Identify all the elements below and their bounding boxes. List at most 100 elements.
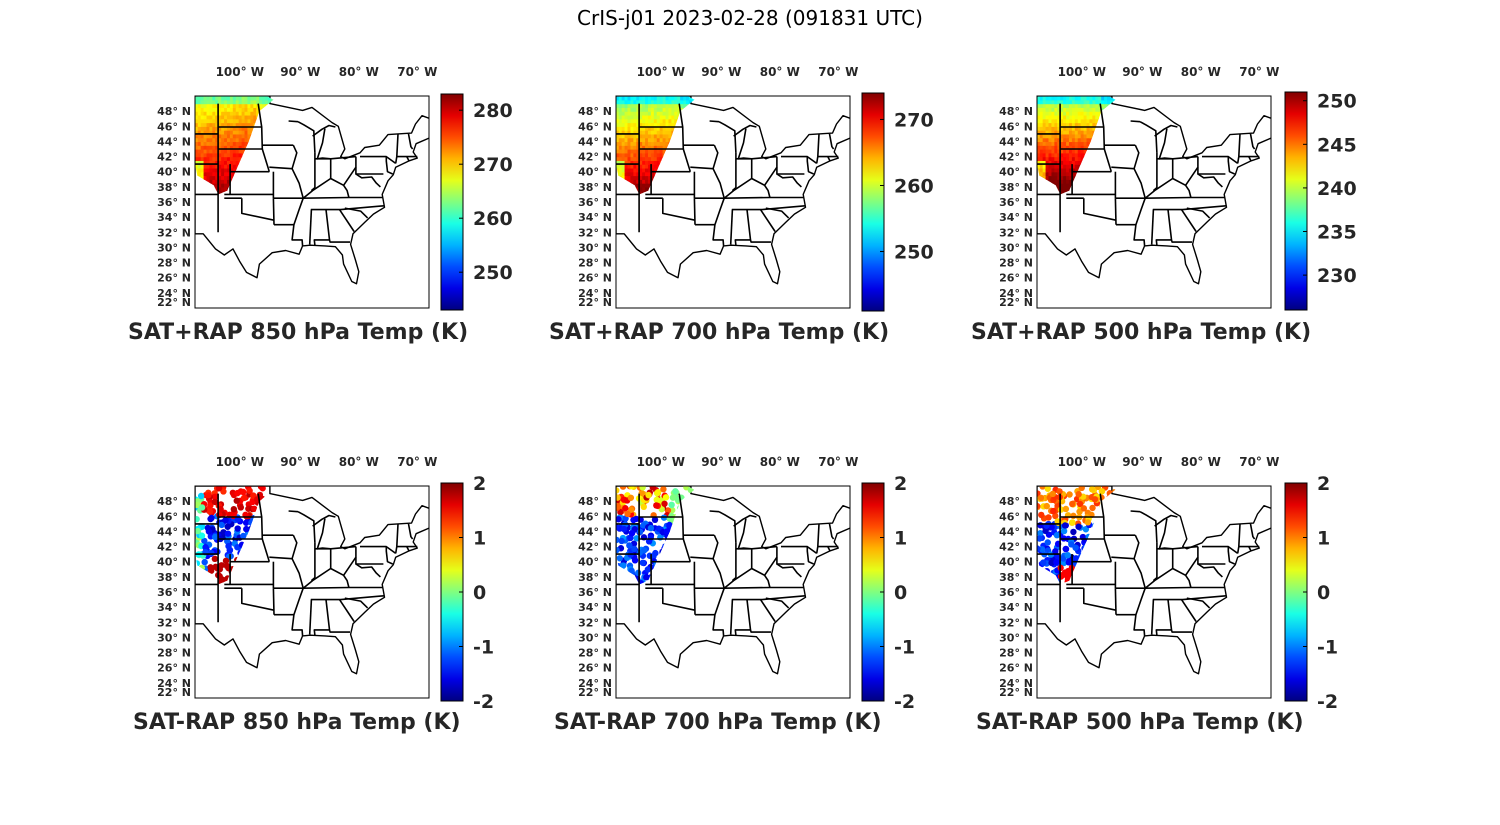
data-cell [645, 118, 649, 124]
data-cell [1109, 96, 1114, 101]
data-cell [650, 167, 655, 173]
data-cell [221, 141, 225, 146]
data-cell [215, 126, 219, 131]
data-cell [1074, 129, 1079, 135]
data-cell [1054, 163, 1059, 169]
data-cell [209, 118, 214, 124]
data-point [1061, 522, 1069, 529]
data-cell [668, 137, 673, 143]
data-cell [221, 137, 225, 143]
data-cell [624, 118, 629, 124]
colorbar-tick-label: 2 [894, 473, 907, 495]
data-cell [1048, 107, 1053, 112]
data-cell [656, 118, 661, 124]
data-cell [241, 126, 246, 131]
data-cell [241, 148, 246, 154]
data-cell [244, 107, 249, 112]
data-cell [226, 167, 231, 173]
data-cell [1051, 179, 1056, 184]
data-cell [206, 96, 211, 101]
data-cell [241, 96, 246, 101]
data-point [223, 562, 231, 570]
data-cell [197, 148, 202, 154]
data-cell [209, 163, 214, 169]
data-cell [224, 122, 228, 127]
data-cell [221, 175, 225, 180]
data-cell [642, 156, 646, 161]
data-cell [218, 182, 222, 188]
state-border [1139, 120, 1158, 153]
data-cell [197, 110, 202, 116]
data-cell [636, 167, 640, 173]
data-point [202, 544, 209, 551]
data-cell [197, 167, 202, 173]
data-cell [624, 137, 629, 143]
data-cell [680, 96, 684, 101]
data-cell [200, 99, 205, 105]
data-cell [1054, 145, 1059, 150]
data-cell [1063, 152, 1067, 158]
data-cell [624, 167, 629, 173]
data-cell [1054, 114, 1059, 120]
data-cell [639, 107, 643, 112]
data-cell [247, 137, 252, 143]
data-cell [653, 110, 658, 116]
data-cell [259, 96, 263, 101]
data-cell [226, 163, 231, 169]
data-point [1040, 559, 1047, 566]
data-point [246, 487, 253, 494]
data-cell [235, 96, 240, 101]
colorbar-tick-label: 1 [894, 528, 907, 550]
data-cell [1039, 141, 1044, 146]
data-cell [1086, 103, 1091, 108]
data-cell [636, 114, 640, 120]
data-cell [215, 167, 219, 173]
data-cell [656, 148, 661, 154]
data-point [257, 486, 265, 490]
data-point [211, 555, 219, 563]
data-cell [1068, 141, 1073, 146]
data-cell [224, 171, 228, 177]
data-cell [232, 141, 237, 146]
data-cell [653, 160, 658, 165]
data-cell [653, 156, 658, 161]
data-cell [1060, 133, 1064, 139]
data-cell [244, 137, 249, 143]
data-cell [215, 114, 219, 120]
data-cell [1071, 171, 1076, 177]
data-cell [616, 110, 620, 116]
data-cell [1068, 110, 1073, 116]
data-cell [1066, 129, 1070, 135]
data-cell [247, 126, 252, 131]
data-cell [633, 96, 638, 101]
data-cell [647, 171, 652, 177]
data-cell [1054, 182, 1059, 188]
lat-tick-label: 38° N [578, 181, 612, 194]
data-point [616, 555, 623, 562]
data-cell [650, 133, 655, 139]
state-border [288, 510, 299, 513]
data-cell [616, 99, 620, 105]
data-cell [1071, 133, 1076, 139]
data-cell [1083, 114, 1088, 120]
data-cell [226, 160, 231, 165]
data-cell [215, 156, 219, 161]
data-point [206, 508, 214, 515]
data-cell [662, 114, 667, 120]
colorbar-tick-label: 250 [473, 262, 513, 284]
data-point [1060, 527, 1068, 535]
data-point [651, 516, 659, 524]
data-point [668, 501, 675, 509]
map-frame [1036, 485, 1272, 699]
data-point [1053, 532, 1061, 539]
data-cell [195, 99, 199, 105]
lat-tick-label: 40° N [999, 166, 1033, 179]
data-cell [636, 107, 640, 112]
lat-tick-label: 26° N [999, 272, 1033, 285]
data-cell [253, 118, 258, 124]
lat-tick-label: 48° N [578, 495, 612, 508]
data-cell [653, 103, 658, 108]
state-border [690, 166, 714, 170]
data-cell [1042, 163, 1047, 169]
state-border [781, 545, 818, 555]
